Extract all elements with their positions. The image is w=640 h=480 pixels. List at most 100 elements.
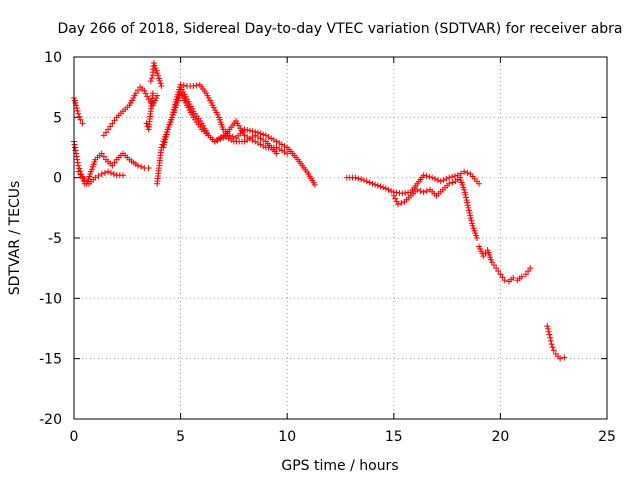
data-point <box>76 165 83 172</box>
data-point <box>120 172 127 179</box>
data-point <box>257 135 264 142</box>
data-point <box>157 80 164 87</box>
data-points <box>71 60 568 362</box>
data-point <box>437 178 444 185</box>
data-point <box>281 142 288 149</box>
data-point <box>385 186 392 193</box>
data-point <box>369 180 376 187</box>
data-point <box>254 139 261 146</box>
data-point <box>110 171 117 178</box>
data-point <box>257 141 264 148</box>
data-point <box>153 67 160 74</box>
data-point <box>222 133 229 140</box>
x-tick-label: 10 <box>278 429 296 445</box>
data-point <box>144 93 151 100</box>
data-point <box>432 175 439 182</box>
data-point <box>491 262 498 269</box>
data-point <box>111 117 118 124</box>
data-point <box>467 215 474 222</box>
y-tick-label: 0 <box>53 171 62 187</box>
data-point <box>71 141 78 148</box>
data-point <box>525 268 532 275</box>
data-point <box>278 141 285 148</box>
data-point <box>92 174 99 181</box>
data-point <box>423 173 430 180</box>
data-point <box>265 133 272 140</box>
data-point <box>457 170 464 177</box>
data-point <box>81 177 88 184</box>
data-point <box>395 201 402 208</box>
y-tick-label: 5 <box>53 110 62 126</box>
series-pass-f <box>154 81 318 188</box>
data-point <box>429 174 436 181</box>
y-tick-label: -20 <box>39 412 62 428</box>
data-point <box>443 175 450 182</box>
data-point <box>101 169 108 176</box>
data-point <box>111 159 118 166</box>
data-point <box>79 120 86 127</box>
data-point <box>550 347 557 354</box>
data-point <box>95 172 102 179</box>
data-point <box>76 113 83 120</box>
data-point <box>149 66 156 73</box>
data-point <box>382 185 389 192</box>
data-point <box>107 123 114 130</box>
x-tick-label: 20 <box>491 429 509 445</box>
data-point <box>377 183 384 190</box>
data-point <box>462 191 469 198</box>
series-pass-k <box>476 243 534 285</box>
data-point <box>145 165 152 172</box>
data-point <box>77 171 84 178</box>
data-point <box>162 134 169 141</box>
data-point <box>100 132 107 139</box>
data-point <box>518 273 525 280</box>
data-point <box>164 128 171 135</box>
data-point <box>545 325 552 332</box>
data-point <box>273 138 280 145</box>
data-point <box>161 141 168 148</box>
data-point <box>461 186 468 193</box>
data-point <box>426 173 433 180</box>
data-point <box>527 265 534 272</box>
data-point <box>414 186 421 193</box>
series-pass-a <box>71 95 86 127</box>
data-point <box>480 253 487 260</box>
data-point <box>252 132 259 139</box>
data-point <box>249 133 256 140</box>
data-point <box>74 156 81 163</box>
data-point <box>467 212 474 219</box>
series-pass-j <box>390 174 480 241</box>
data-point <box>276 139 283 146</box>
data-point <box>141 87 148 94</box>
data-point <box>464 199 471 206</box>
data-point <box>398 200 405 207</box>
data-point <box>147 99 154 106</box>
data-point <box>270 136 277 143</box>
data-point <box>545 328 552 335</box>
data-point <box>160 144 167 151</box>
data-point <box>482 250 489 257</box>
data-point <box>134 162 141 169</box>
data-point <box>388 187 395 194</box>
data-point <box>152 65 159 72</box>
data-point <box>464 202 471 209</box>
data-point <box>420 172 427 179</box>
data-point <box>162 136 169 143</box>
data-point <box>366 179 373 186</box>
data-point <box>246 127 253 134</box>
data-point <box>268 135 275 142</box>
data-point <box>461 189 468 196</box>
data-point <box>151 62 158 69</box>
data-point <box>241 138 248 145</box>
data-point <box>98 150 105 157</box>
data-point <box>380 184 387 191</box>
data-point <box>510 274 517 281</box>
y-axis-label: SDTVAR / TECUs <box>7 181 23 296</box>
data-point <box>150 60 157 67</box>
data-point <box>493 265 500 272</box>
data-point <box>74 159 81 166</box>
series-pass-c <box>75 150 152 187</box>
y-tick-label: -5 <box>48 231 62 247</box>
data-point <box>260 136 267 143</box>
data-point <box>149 90 156 97</box>
